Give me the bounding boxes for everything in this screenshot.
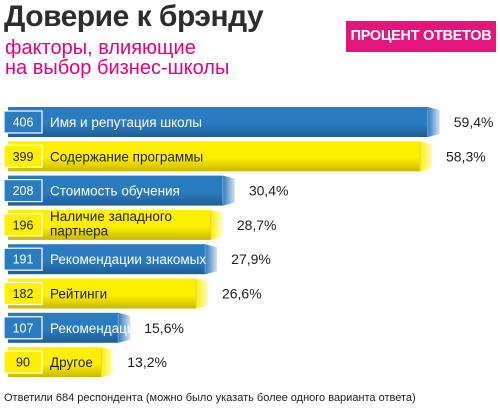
count-badge [3,316,43,340]
category-label: Стоимость обучения [50,184,180,199]
bar-tail [118,312,131,343]
count-badge [3,350,43,374]
bar-tail [419,141,432,172]
count-badge [3,110,43,134]
count-label: 406 [13,116,34,130]
value-label: 27,9% [231,251,271,267]
count-label: 399 [13,150,34,164]
subtitle-line-1: факторы, влияющие [5,37,196,59]
bar-tail [195,278,208,309]
bar [8,107,428,137]
subtitle-line-2: на выбор бизнес-школы [5,57,230,79]
category-label: Рекомендации коллег [50,321,187,336]
chart-subtitle: факторы, влияющие на выбор бизнес-школы [5,38,229,78]
count-label: 196 [13,218,34,232]
value-label: 30,4% [249,183,289,199]
value-label: 28,7% [237,217,277,233]
bar-tail [205,244,218,275]
bar [8,175,223,206]
count-label: 208 [13,184,34,198]
count-badge [3,247,43,271]
category-label: Рекомендации знакомых [50,252,206,267]
bar-tail [210,209,223,240]
count-label: 191 [13,253,34,267]
value-label: 58,3% [446,148,486,164]
chart-title: Доверие к брэнду [4,0,264,33]
bar-chart: 406 Имя и репутация школы 59,4% 399 Содержан… [3,107,494,378]
value-label: 15,6% [144,320,184,336]
count-label: 182 [13,287,34,301]
value-label: 13,2% [127,354,167,370]
count-badge [3,144,43,168]
value-label: 26,6% [222,286,262,302]
category-label: Наличие западного [50,209,172,224]
value-label: 59,4% [454,114,494,130]
bar-tail [101,347,114,378]
count-label: 90 [16,356,30,370]
category-label: Имя и репутация школы [50,115,202,130]
category-label: Содержание программы [50,149,203,164]
count-badge [3,213,43,237]
bar-tail [222,175,235,206]
category-label: Другое [50,355,93,370]
bar-tail [427,107,440,137]
count-label: 107 [13,321,34,335]
count-badge [3,179,43,203]
legend-percent-badge: ПРОЦЕНТ ОТВЕТОВ [346,21,496,52]
category-label: партнера [50,223,109,238]
category-label: Рейтинги [50,287,107,302]
bar [8,141,420,172]
footnote: Ответили 684 респондента (можно было ука… [4,392,416,404]
count-badge [3,281,43,306]
